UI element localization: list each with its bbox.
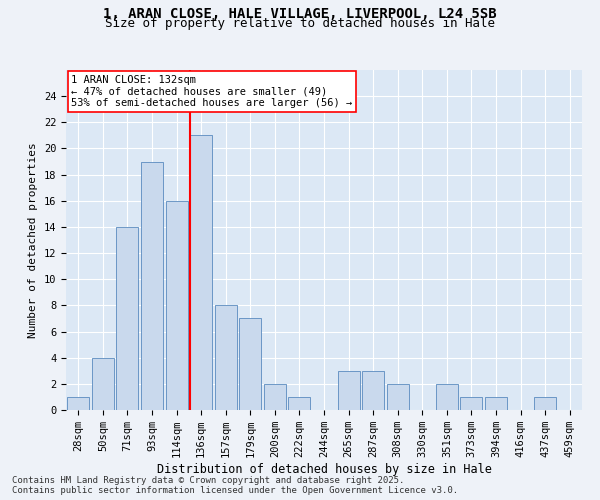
Text: 1 ARAN CLOSE: 132sqm
← 47% of detached houses are smaller (49)
53% of semi-detac: 1 ARAN CLOSE: 132sqm ← 47% of detached h… [71, 75, 352, 108]
Bar [190, 136, 212, 410]
Y-axis label: Number of detached properties: Number of detached properties [28, 142, 38, 338]
Bar [338, 371, 359, 410]
X-axis label: Distribution of detached houses by size in Hale: Distribution of detached houses by size … [157, 463, 491, 476]
Bar [460, 397, 482, 410]
Bar [362, 371, 384, 410]
Bar [141, 162, 163, 410]
Bar [264, 384, 286, 410]
Bar [534, 397, 556, 410]
Text: Size of property relative to detached houses in Hale: Size of property relative to detached ho… [105, 18, 495, 30]
Text: Contains HM Land Registry data © Crown copyright and database right 2025.
Contai: Contains HM Land Registry data © Crown c… [12, 476, 458, 495]
Text: 1, ARAN CLOSE, HALE VILLAGE, LIVERPOOL, L24 5SB: 1, ARAN CLOSE, HALE VILLAGE, LIVERPOOL, … [103, 8, 497, 22]
Bar [166, 201, 188, 410]
Bar [67, 397, 89, 410]
Bar [92, 358, 114, 410]
Bar [289, 397, 310, 410]
Bar [239, 318, 262, 410]
Bar [116, 227, 139, 410]
Bar [386, 384, 409, 410]
Bar [436, 384, 458, 410]
Bar [215, 306, 237, 410]
Bar [485, 397, 507, 410]
